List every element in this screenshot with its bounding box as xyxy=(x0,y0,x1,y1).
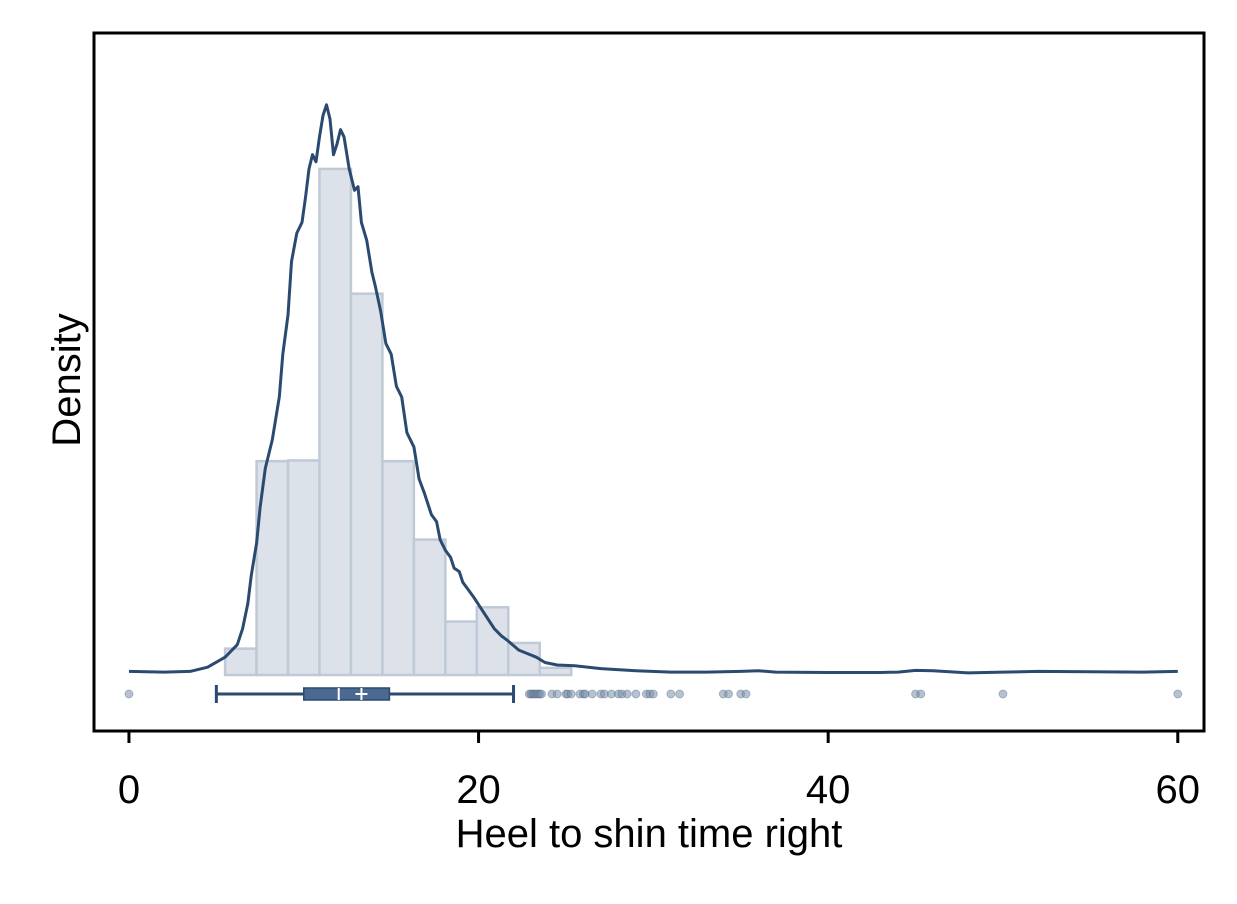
outlier-point xyxy=(552,689,562,699)
boxplot xyxy=(214,685,516,703)
kde-line xyxy=(128,103,1178,675)
outlier-point xyxy=(724,689,734,699)
outlier-points xyxy=(124,689,1183,699)
outlier-point xyxy=(1173,689,1183,699)
outlier-point xyxy=(124,689,134,699)
kde-layer xyxy=(128,103,1178,675)
histogram-bar xyxy=(444,620,479,677)
outlier-point xyxy=(741,689,751,699)
histogram-bar xyxy=(412,538,447,677)
outlier-point xyxy=(648,689,658,699)
outlier-point xyxy=(666,689,676,699)
histogram-bars xyxy=(223,167,573,677)
plot-frame xyxy=(92,31,1206,733)
histogram-bar xyxy=(318,167,353,677)
histogram-bar xyxy=(349,292,384,677)
x-tick-label: 40 xyxy=(806,768,851,812)
outlier-point xyxy=(675,689,685,699)
outlier-point xyxy=(631,689,641,699)
x-tick-label: 60 xyxy=(1156,768,1201,812)
histogram-bar xyxy=(507,641,541,677)
outlier-point xyxy=(566,689,576,699)
histogram-bar xyxy=(286,459,321,677)
y-axis-label: Density xyxy=(45,313,89,446)
box-iqr xyxy=(303,687,391,701)
outlier-point xyxy=(622,689,632,699)
histogram-bar xyxy=(381,459,416,677)
outlier-point xyxy=(916,689,926,699)
outlier-point xyxy=(587,689,597,699)
outlier-point xyxy=(998,689,1008,699)
histogram-bar xyxy=(538,666,573,677)
x-axis-label: Heel to shin time right xyxy=(456,812,843,856)
x-axis-ticks: 0 20 40 60 xyxy=(118,731,1200,812)
outlier-point xyxy=(536,689,546,699)
x-tick-label: 20 xyxy=(456,768,501,812)
x-tick-label: 0 xyxy=(118,768,140,812)
histogram-bar xyxy=(475,606,510,677)
